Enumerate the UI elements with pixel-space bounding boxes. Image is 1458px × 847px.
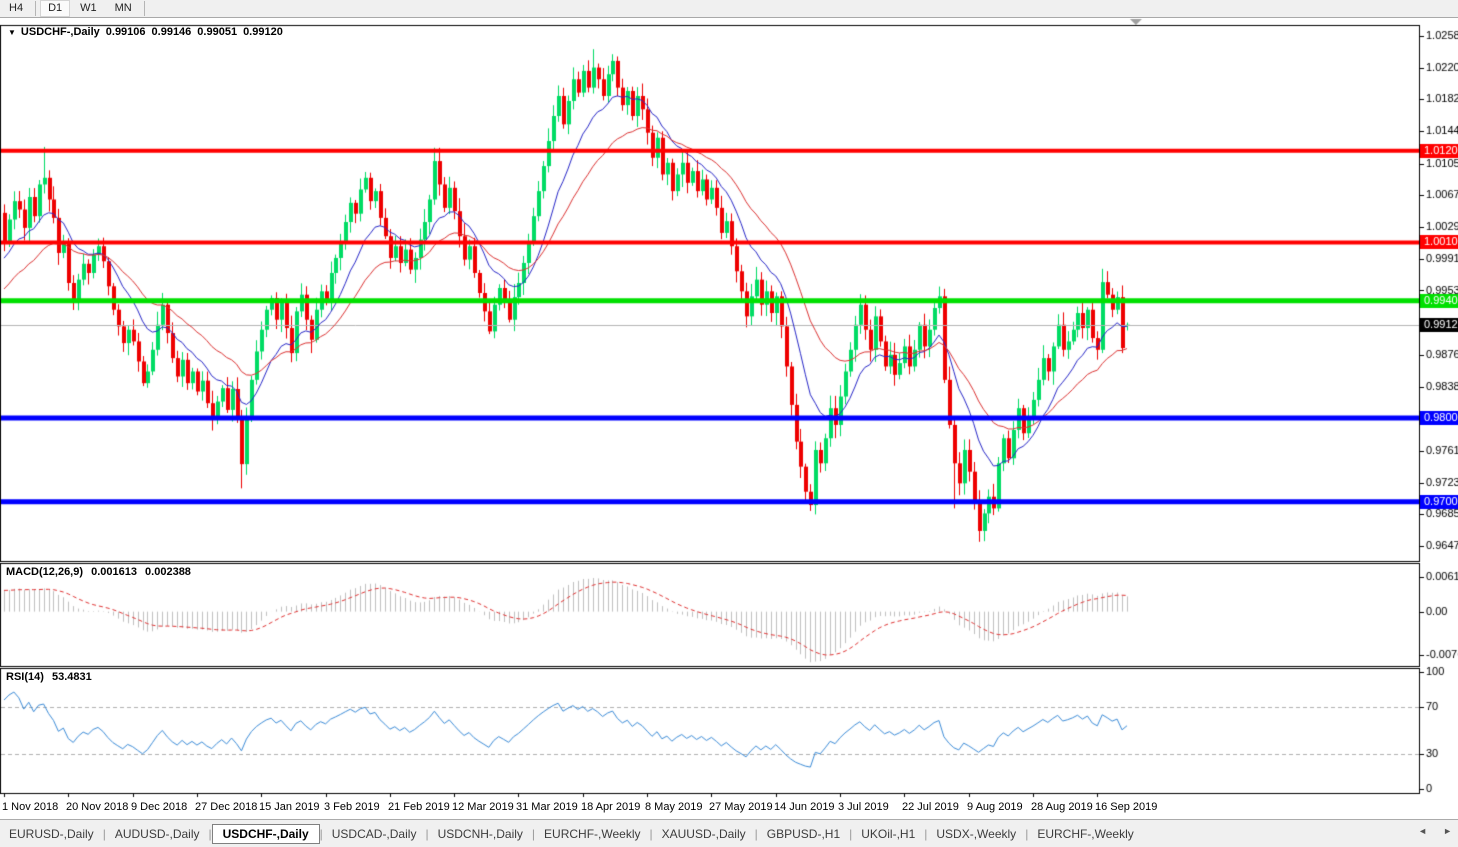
tab-separator: | xyxy=(754,826,758,841)
date-axis-label: 3 Jul 2019 xyxy=(838,801,889,813)
chart-tab-gbpusd-h1[interactable]: GBPUSD-,H1 xyxy=(766,826,841,841)
date-axis-label: 31 Mar 2019 xyxy=(516,801,578,813)
tab-separator: | xyxy=(849,826,853,841)
timeframe-mn-button[interactable]: MN xyxy=(114,2,132,14)
date-axis-label: 22 Jul 2019 xyxy=(902,801,959,813)
macd-indicator-label: MACD(12,26,9) 0.001613 0.002388 xyxy=(6,566,196,578)
macd-main-value: 0.001613 xyxy=(91,566,137,578)
date-axis-label: 9 Dec 2018 xyxy=(131,801,188,813)
tab-scroll-right-icon[interactable]: ► xyxy=(1443,826,1452,836)
tabs-container: EURUSD-,Daily | AUDUSD-,Daily | USDCHF-,Dail… xyxy=(0,823,1143,844)
tab-scroll-controls: ◄ ► xyxy=(1418,826,1452,836)
timeframe-d1-button[interactable]: D1 xyxy=(40,0,71,17)
chart-symbol-label: USDCHF-,Daily xyxy=(20,26,100,38)
tab-separator: | xyxy=(1025,826,1029,841)
tab-separator: | xyxy=(425,826,429,841)
date-axis-label: 14 Jun 2019 xyxy=(774,801,835,813)
date-axis-label: 27 Dec 2018 xyxy=(195,801,258,813)
macd-signal-value: 0.002388 xyxy=(145,566,191,578)
tab-scroll-left-icon[interactable]: ◄ xyxy=(1418,826,1428,836)
chart-tab-usdx-weekly[interactable]: USDX-,Weekly xyxy=(936,826,1017,841)
price-chart-canvas[interactable] xyxy=(0,18,1458,819)
tab-separator: | xyxy=(102,826,106,841)
tab-separator: | xyxy=(319,826,323,841)
rsi-name: RSI(14) xyxy=(6,671,44,683)
collapse-triangle-icon[interactable]: ▼ xyxy=(8,27,16,37)
chart-tab-ukoil-h1[interactable]: UKOil-,H1 xyxy=(861,826,916,841)
toolbar-separator xyxy=(143,1,145,16)
chart-tab-usdcad-daily[interactable]: USDCAD-,Daily xyxy=(331,826,417,841)
date-axis-label: 9 Aug 2019 xyxy=(967,801,1023,813)
date-axis-label: 21 Feb 2019 xyxy=(388,801,450,813)
date-axis-label: 18 Apr 2019 xyxy=(581,801,641,813)
chart-caption: ▼ USDCHF-,Daily 0.99106 0.99146 0.99051 … xyxy=(8,26,283,38)
chart-tab-xauusd-daily[interactable]: XAUUSD-,Daily xyxy=(661,826,746,841)
chart-tab-usdchf-daily[interactable]: USDCHF-,Daily xyxy=(211,823,320,844)
chart-low-value: 0.99051 xyxy=(197,26,238,38)
rsi-indicator-label: RSI(14) 53.4831 xyxy=(6,671,97,683)
date-axis-label: 15 Jan 2019 xyxy=(259,801,320,813)
timeframe-toolbar: H4 D1 W1 MN xyxy=(0,0,1458,18)
timeframe-h4-button[interactable]: H4 xyxy=(9,2,24,14)
chart-tab-usdcnh-daily[interactable]: USDCNH-,Daily xyxy=(437,826,523,841)
tab-separator: | xyxy=(649,826,653,841)
chart-close-value: 0.99120 xyxy=(243,26,283,38)
macd-name: MACD(12,26,9) xyxy=(6,566,84,578)
chart-tab-eurchf-weekly[interactable]: EURCHF-,Weekly xyxy=(544,826,641,841)
date-axis-label: 12 Mar 2019 xyxy=(452,801,514,813)
tab-separator: | xyxy=(208,826,212,841)
date-axis-label: 3 Feb 2019 xyxy=(324,801,380,813)
timeframe-w1-button[interactable]: W1 xyxy=(80,2,97,14)
tab-separator: | xyxy=(531,826,536,841)
date-axis-label: 28 Aug 2019 xyxy=(1031,801,1093,813)
chart-open-value: 0.99106 xyxy=(105,26,146,38)
date-axis-label: 8 May 2019 xyxy=(645,801,703,813)
chart-tab-audusd-daily[interactable]: AUDUSD-,Daily xyxy=(114,826,200,841)
chart-tab-bar: EURUSD-,Daily | AUDUSD-,Daily | USDCHF-,Dail… xyxy=(0,819,1458,847)
date-axis-label: 1 Nov 2018 xyxy=(2,801,59,813)
chart-high-value: 0.99146 xyxy=(151,26,192,38)
chart-tab-eurusd-daily[interactable]: EURUSD-,Daily xyxy=(9,826,94,841)
date-axis-label: 16 Sep 2019 xyxy=(1095,801,1158,813)
rsi-current-value: 53.4831 xyxy=(51,671,92,683)
tab-separator: | xyxy=(924,826,928,841)
chart-tab-eurchf-weekly[interactable]: EURCHF-,Weekly xyxy=(1037,826,1134,841)
toolbar-separator xyxy=(35,1,37,16)
date-axis-label: 27 May 2019 xyxy=(709,801,773,813)
date-axis-label: 20 Nov 2018 xyxy=(66,801,129,813)
